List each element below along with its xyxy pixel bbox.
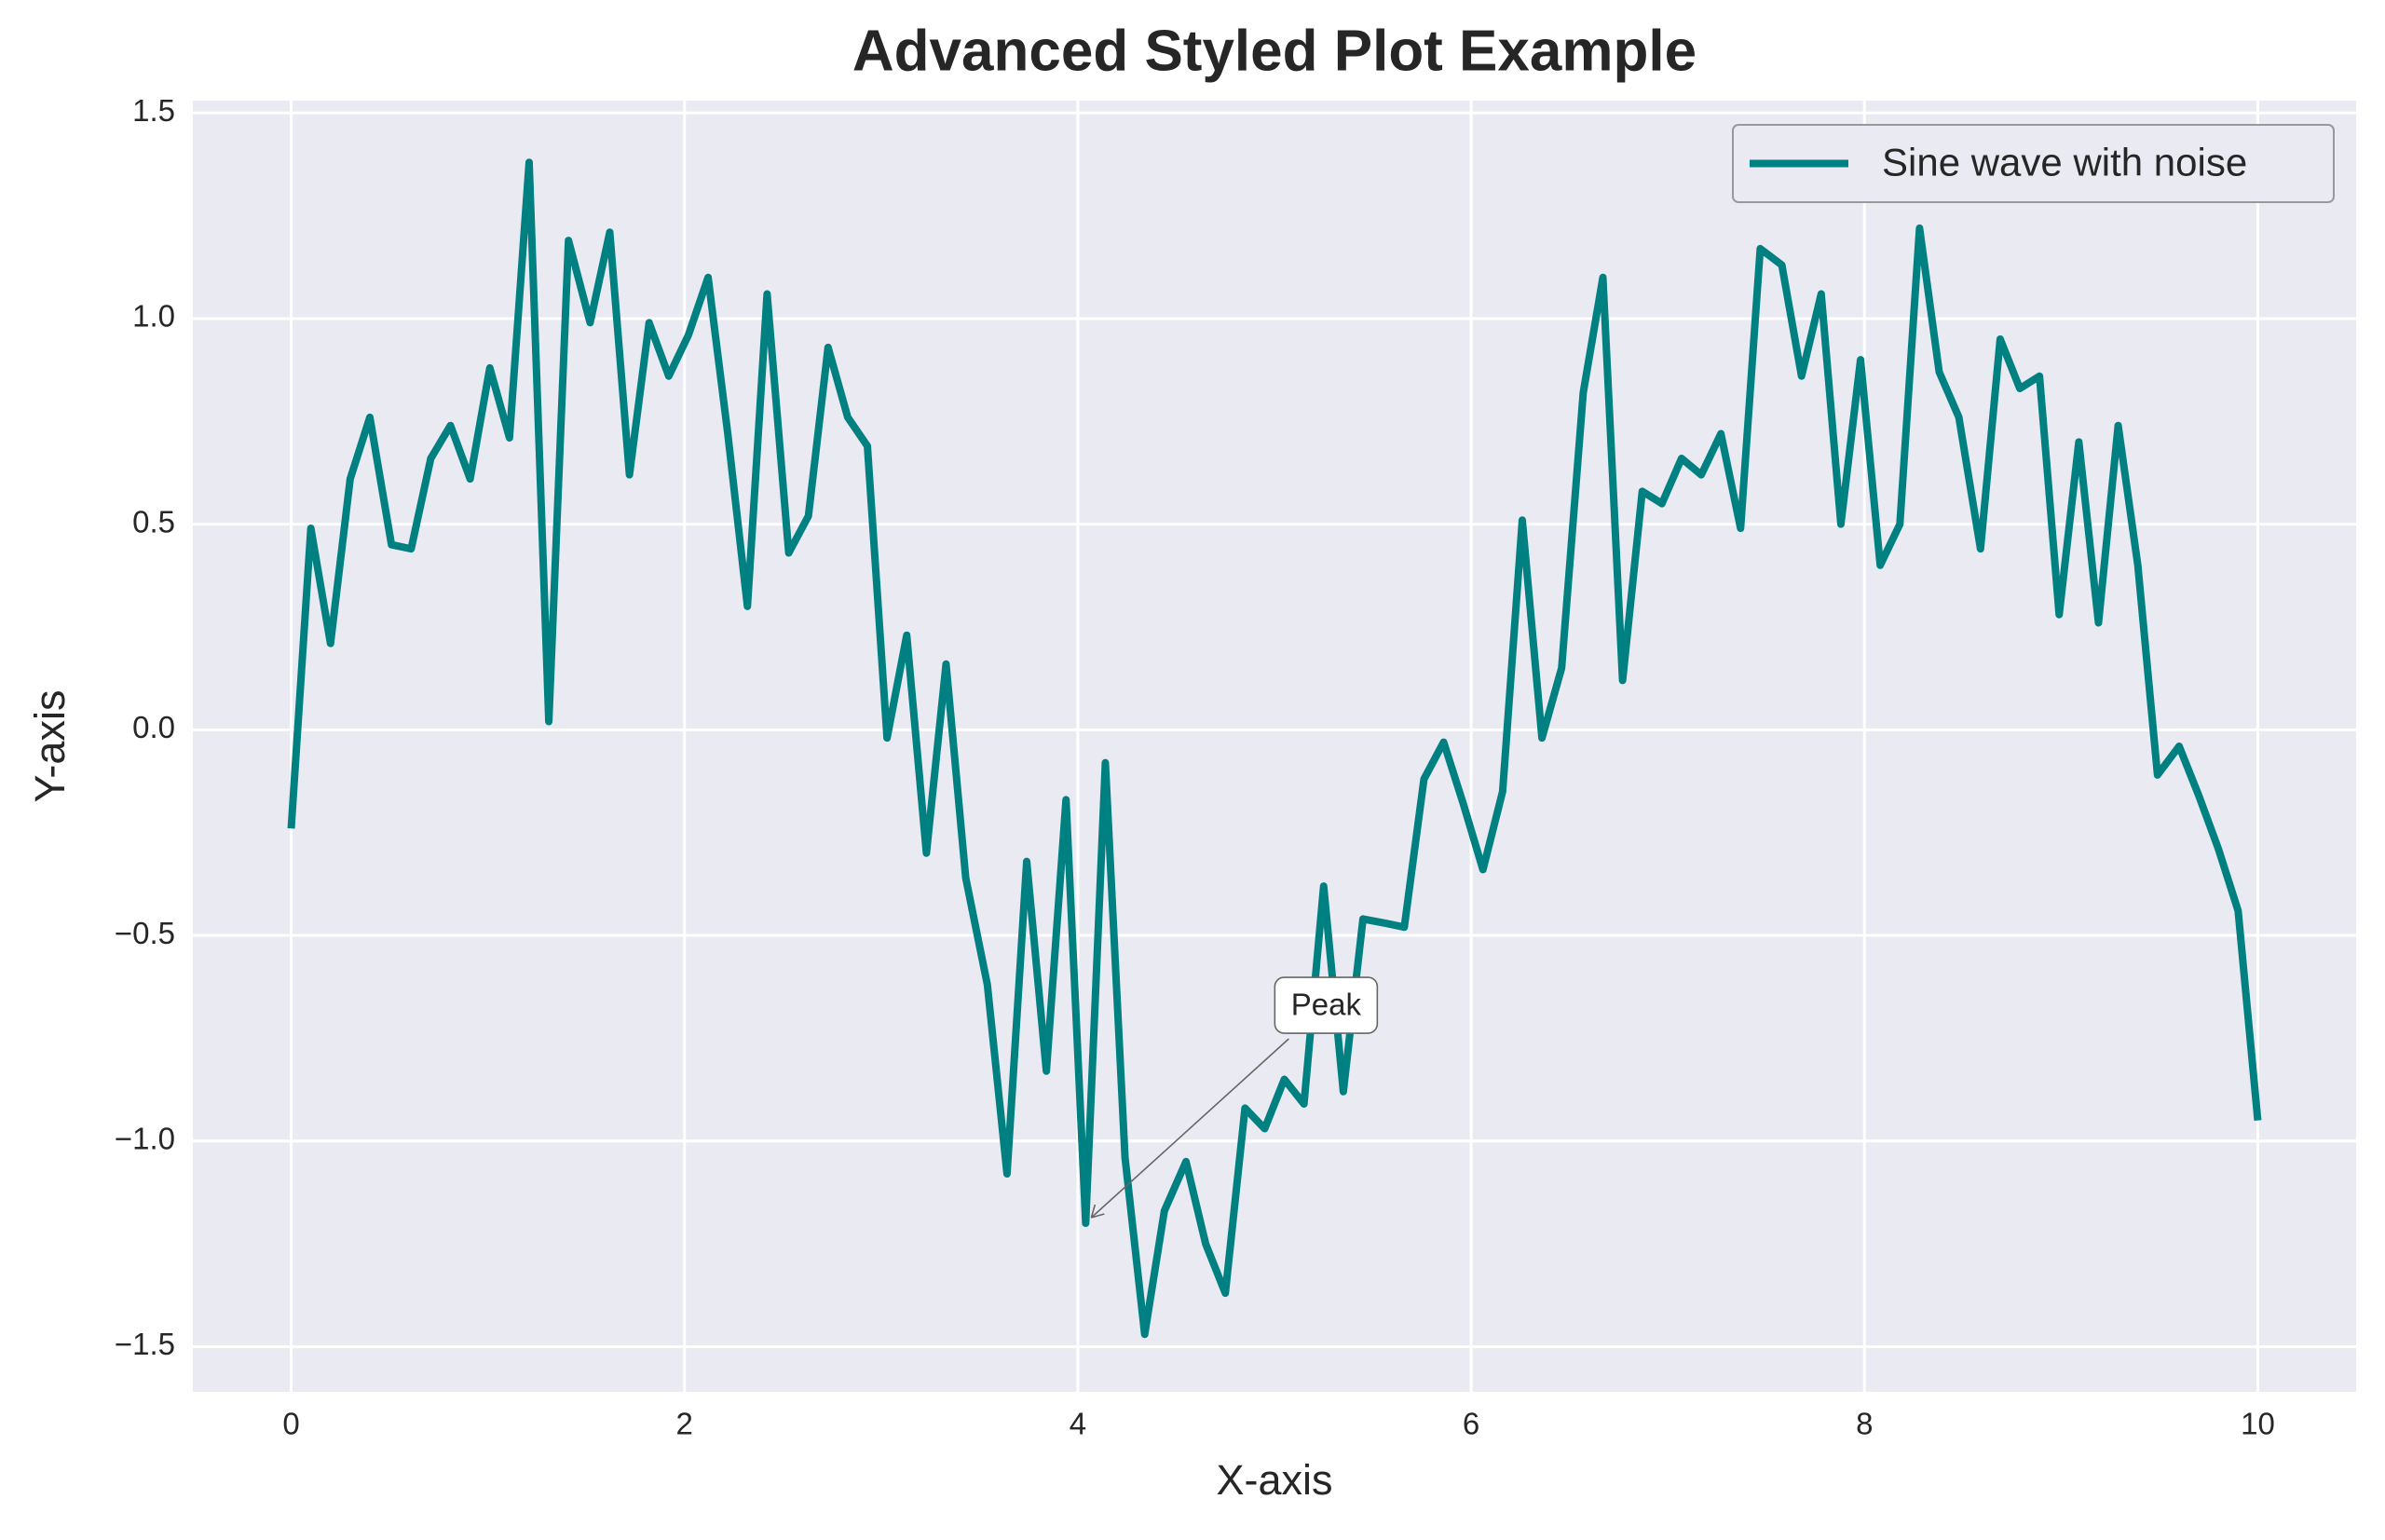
x-tick-label: 2 [676,1407,693,1441]
x-tick-label: 8 [1856,1407,1873,1441]
y-tick-label: −1.5 [115,1327,175,1361]
x-tick-label: 0 [282,1407,299,1441]
y-tick-label: −0.5 [115,916,175,950]
y-tick-label: 0.0 [132,710,175,744]
annotation-box [1274,976,1379,1034]
chart-title: Advanced Styled Plot Example [852,19,1697,83]
legend-box [1732,124,2335,203]
x-tick-label: 6 [1463,1407,1479,1441]
grid [193,101,2356,1392]
x-tick-label: 10 [2241,1407,2275,1441]
annotation-arrow [1090,1038,1289,1219]
annotation-text: Peak [1291,988,1362,1022]
y-axis-label: Y-axis [26,690,74,803]
y-tick-label: 1.5 [132,93,175,128]
annotation-arrowhead [1090,1204,1105,1219]
plot [287,158,2262,1339]
y-tick-label: 0.5 [132,504,175,538]
y-tick-label: −1.0 [115,1121,175,1155]
legend: Sine wave with noise [1732,124,2335,203]
y-tick-label: 1.0 [132,299,175,334]
data-line [287,158,2262,1339]
plot-area [193,101,2356,1392]
x-tick-label: 4 [1070,1407,1086,1441]
x-axis-label: X-axis [1216,1456,1332,1504]
legend-label: Sine wave with noise [1882,141,2247,184]
